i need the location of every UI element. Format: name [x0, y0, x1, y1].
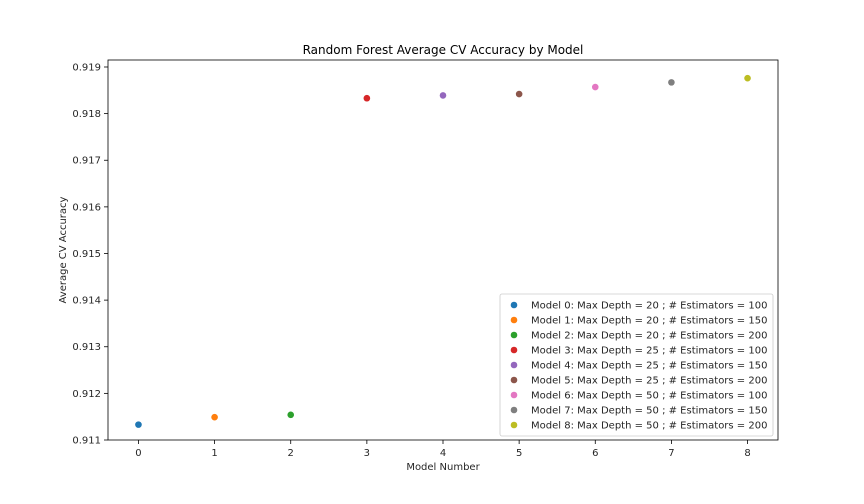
legend-entry: Model 2: Max Depth = 20 ; # Estimators =… — [531, 331, 767, 342]
legend-box — [499, 293, 774, 437]
x-tick-label: 3 — [364, 448, 370, 459]
y-tick-label: 0.915 — [72, 249, 101, 260]
y-tick-label: 0.911 — [72, 436, 101, 447]
data-point — [744, 74, 751, 82]
data-point — [591, 83, 599, 91]
data-point — [439, 92, 447, 99]
legend-marker — [510, 346, 518, 354]
legend-entry: Model 6: Max Depth = 50 ; # Estimators =… — [531, 391, 767, 402]
x-tick-label: 8 — [744, 448, 750, 459]
legend-marker — [510, 406, 518, 414]
y-tick-label: 0.919 — [72, 62, 101, 73]
chart-title: Random Forest Average CV Accuracy by Mod… — [303, 43, 584, 57]
x-tick-label: 1 — [211, 448, 217, 459]
legend-entry: Model 8: Max Depth = 50 ; # Estimators =… — [531, 421, 767, 432]
legend-marker — [510, 361, 518, 369]
data-point — [211, 413, 218, 421]
legend-entry: Model 7: Max Depth = 50 ; # Estimators =… — [531, 406, 767, 417]
plot-area — [135, 74, 751, 428]
legend-marker — [510, 331, 518, 339]
x-tick-label: 5 — [516, 448, 522, 459]
y-axis-label: Average CV Accuracy — [58, 196, 69, 303]
legend-entry: Model 5: Max Depth = 25 ; # Estimators =… — [531, 376, 767, 387]
y-axis: 0.911 0.912 0.913 0.914 0.915 0.916 0.917 0.918… — [72, 62, 108, 447]
legend-marker — [510, 301, 518, 309]
legend-entry: Model 4: Max Depth = 25 ; # Estimators =… — [531, 361, 767, 372]
y-tick-label: 0.912 — [72, 389, 101, 400]
legend-entry: Model 0: Max Depth = 20 ; # Estimators =… — [531, 301, 767, 312]
x-axis: 0 1 2 3 4 5 6 7 8 — [135, 440, 751, 459]
data-point — [287, 411, 295, 419]
legend-marker — [510, 391, 518, 399]
x-axis-label: Model Number — [406, 462, 480, 473]
legend: Model 0: Max Depth = 20 ; # Estimators =… — [499, 293, 774, 437]
x-tick-label: 4 — [440, 448, 446, 459]
x-tick-label: 6 — [592, 448, 598, 459]
y-tick-label: 0.914 — [72, 296, 101, 307]
x-tick-label: 7 — [668, 448, 674, 459]
y-tick-label: 0.916 — [72, 202, 101, 213]
data-point — [515, 90, 523, 98]
data-point — [668, 79, 675, 86]
x-tick-label: 0 — [135, 448, 141, 459]
y-tick-label: 0.913 — [72, 342, 101, 353]
data-point — [135, 421, 142, 428]
data-point — [363, 94, 371, 102]
y-tick-label: 0.917 — [72, 156, 101, 167]
legend-marker — [510, 316, 518, 324]
y-tick-label: 0.918 — [72, 109, 101, 120]
legend-entry: Model 3: Max Depth = 25 ; # Estimators =… — [531, 346, 767, 357]
legend-marker — [510, 421, 518, 429]
legend-entry: Model 1: Max Depth = 20 ; # Estimators =… — [531, 316, 767, 327]
legend-marker — [510, 376, 518, 384]
x-tick-label: 2 — [288, 448, 294, 459]
